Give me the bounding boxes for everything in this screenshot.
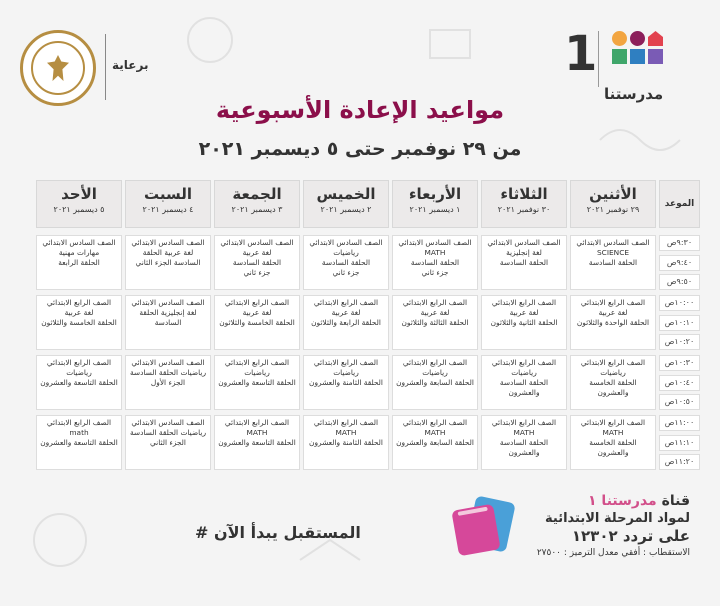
day-header: الخميس ٢ ديسمبر ٢٠٢١ [303, 180, 389, 228]
eagle-icon [47, 55, 69, 81]
time-cell: ١٠:٢٠ص [659, 334, 700, 350]
page-subtitle: من ٢٩ نوفمبر حتى ٥ ديسمبر ٢٠٢١ [198, 138, 522, 160]
lesson-cell: الصف السادس الابتدائي SCIENCE الحلقة الس… [570, 235, 656, 290]
day-date: ٢٩ نوفمبر ٢٠٢١ [586, 205, 640, 214]
channel-prefix: قناة [661, 493, 690, 509]
day-header: الأربعاء ١ ديسمبر ٢٠٢١ [392, 180, 478, 228]
brand-number: 1 [564, 26, 598, 82]
lesson-cell: الصف الرابع الابتدائي رياضيات الحلقة الس… [481, 355, 567, 410]
pencil-pouch-icon [452, 496, 515, 556]
time-column: ٩:٣٠ص ٩:٤٠ص ٩:٥٠ص [659, 235, 700, 290]
time-cell: ١١:٠٠ص [659, 415, 700, 431]
time-column: ١٠:٣٠ص ١٠:٤٠ص ١٠:٥٠ص [659, 355, 700, 410]
time-cell: ١١:١٠ص [659, 434, 700, 451]
table-header-row: الموعد الأثنين ٢٩ نوفمبر ٢٠٢١ الثلاثاء ٣٠ … [20, 180, 700, 228]
lesson-cell: الصف السادس الابتدائي رياضيات الحلقة الس… [125, 355, 211, 410]
lesson-cell: الصف الرابع الابتدائي رياضيات الحلقة الخ… [570, 355, 656, 410]
schedule-table: الموعد الأثنين ٢٩ نوفمبر ٢٠٢١ الثلاثاء ٣٠ … [20, 180, 700, 470]
lesson-cell: الصف الرابع الابتدائي لغة عربية الحلقة ا… [36, 295, 122, 350]
lesson-cell: الصف الرابع الابتدائي MATH الحلقة الثامن… [303, 415, 389, 470]
lesson-cell: الصف الرابع الابتدائي لغة عربية الحلقة ا… [214, 295, 300, 350]
time-cell: ٩:٣٠ص [659, 235, 700, 251]
lesson-cell: الصف الرابع الابتدائي MATH الحلقة السادس… [481, 415, 567, 470]
channel-frequency: على تردد ١٢٣٠٢ [571, 527, 690, 545]
channel-info: قناة مدرستنا ١ لمواد المرحلة الابتدائية … [537, 493, 690, 558]
lesson-cell: الصف الرابع الابتدائي لغة عربية الحلقة ا… [303, 295, 389, 350]
lesson-cell: الصف الرابع الابتدائي MATH الحلقة السابع… [392, 415, 478, 470]
lesson-cell: الصف السادس الابتدائي لغة إنجليزية الحلق… [481, 235, 567, 290]
day-header: السبت ٤ ديسمبر ٢٠٢١ [125, 180, 211, 228]
time-cell: ١٠:١٠ص [659, 314, 700, 331]
lesson-cell: الصف الرابع الابتدائي MATH الحلقة التاسع… [214, 415, 300, 470]
lesson-cell: الصف السادس الابتدائي لغة عربية الحلقة ا… [125, 235, 211, 290]
day-date: ٢ ديسمبر ٢٠٢١ [320, 205, 372, 214]
lesson-cell: الصف الرابع الابتدائي لغة عربية الحلقة ا… [570, 295, 656, 350]
hashtag-slogan: # المستقبل يبدأ الآن [195, 523, 361, 542]
time-column: ١٠:٠٠ص ١٠:١٠ص ١٠:٢٠ص [659, 295, 700, 350]
lesson-cell: الصف السادس الابتدائي لغة عربية الحلقة ا… [214, 235, 300, 290]
lesson-cell: الصف الرابع الابتدائي MATH الحلقة الخامس… [570, 415, 656, 470]
day-header: الجمعة ٣ ديسمبر ٢٠٢١ [214, 180, 300, 228]
day-name: الأربعاء [408, 185, 462, 203]
day-header: الثلاثاء ٣٠ نوفمبر ٢٠٢١ [481, 180, 567, 228]
divider [105, 34, 106, 100]
table-row: ١٠:٠٠ص ١٠:١٠ص ١٠:٢٠ص الصف الرابع الابتدا… [20, 295, 700, 350]
ministry-seal-logo [20, 30, 96, 106]
lesson-cell: الصف السادس الابتدائي رياضيات الحلقة الس… [303, 235, 389, 290]
table-row: ١١:٠٠ص ١١:١٠ص ١١:٢٠ص الصف الرابع الابتدا… [20, 415, 700, 470]
lesson-cell: الصف الرابع الابتدائي رياضيات الحلقة الس… [392, 355, 478, 410]
brand-word: مدرستنا [604, 85, 664, 103]
lesson-cell: الصف الرابع الابتدائي رياضيات الحلقة الت… [36, 355, 122, 410]
time-column: ١١:٠٠ص ١١:١٠ص ١١:٢٠ص [659, 415, 700, 470]
page-title: مواعيد الإعادة الأسبوعية [215, 96, 505, 124]
lesson-cell: الصف الرابع الابتدائي math الحلقة التاسع… [36, 415, 122, 470]
lesson-cell: الصف الرابع الابتدائي لغة عربية الحلقة ا… [481, 295, 567, 350]
day-name: الخميس [316, 185, 376, 203]
day-name: الأثنين [589, 185, 637, 203]
sponsor-label: برعاية [112, 58, 149, 72]
day-date: ٤ ديسمبر ٢٠٢١ [142, 205, 194, 214]
lesson-cell: الصف السادس الابتدائي MATH الحلقة السادس… [392, 235, 478, 290]
time-cell: ١٠:٤٠ص [659, 374, 700, 391]
time-header: الموعد [659, 180, 700, 228]
time-cell: ١٠:٣٠ص [659, 355, 700, 371]
time-cell: ١٠:٠٠ص [659, 295, 700, 311]
channel-subject: لمواد المرحلة الابتدائية [545, 511, 690, 526]
day-date: ٣ ديسمبر ٢٠٢١ [231, 205, 283, 214]
table-row: ١٠:٣٠ص ١٠:٤٠ص ١٠:٥٠ص الصف الرابع الابتدا… [20, 355, 700, 410]
day-date: ٥ ديسمبر ٢٠٢١ [53, 205, 105, 214]
day-name: السبت [143, 185, 193, 203]
time-cell: ٩:٥٠ص [659, 274, 700, 290]
day-name: الجمعة [232, 185, 282, 203]
time-cell: ١٠:٥٠ص [659, 394, 700, 410]
brand-blocks-icon [612, 31, 666, 81]
lesson-cell: الصف الرابع الابتدائي لغة عربية الحلقة ا… [392, 295, 478, 350]
lesson-cell: الصف السادس الابتدائي مهارات مهنية الحلق… [36, 235, 122, 290]
channel-name: مدرستنا ١ [588, 493, 657, 509]
day-date: ٣٠ نوفمبر ٢٠٢١ [497, 205, 551, 214]
table-row: ٩:٣٠ص ٩:٤٠ص ٩:٥٠ص الصف السادس الابتدائي … [20, 235, 700, 290]
lesson-cell: الصف السادس الابتدائي لغة إنجليزية الحلق… [125, 295, 211, 350]
lesson-cell: الصف الرابع الابتدائي رياضيات الحلقة الت… [214, 355, 300, 410]
madrasetna-logo: 1 مدرستنا [564, 25, 696, 107]
lesson-cell: الصف الرابع الابتدائي رياضيات الحلقة الث… [303, 355, 389, 410]
channel-polarization: الاستقطاب : أفقي معدل الترميز : ٢٧٥٠٠ [536, 548, 690, 558]
day-header: الأحد ٥ ديسمبر ٢٠٢١ [36, 180, 122, 228]
channel-title: قناة مدرستنا ١ [537, 493, 690, 509]
day-date: ١ ديسمبر ٢٠٢١ [409, 205, 461, 214]
day-header: الأثنين ٢٩ نوفمبر ٢٠٢١ [570, 180, 656, 228]
day-name: الثلاثاء [500, 185, 548, 203]
time-cell: ١١:٢٠ص [659, 454, 700, 470]
time-cell: ٩:٤٠ص [659, 254, 700, 271]
lesson-cell: الصف السادس الابتدائي رياضيات الحلقة الس… [125, 415, 211, 470]
day-name: الأحد [61, 185, 97, 203]
brand-divider [598, 31, 599, 87]
